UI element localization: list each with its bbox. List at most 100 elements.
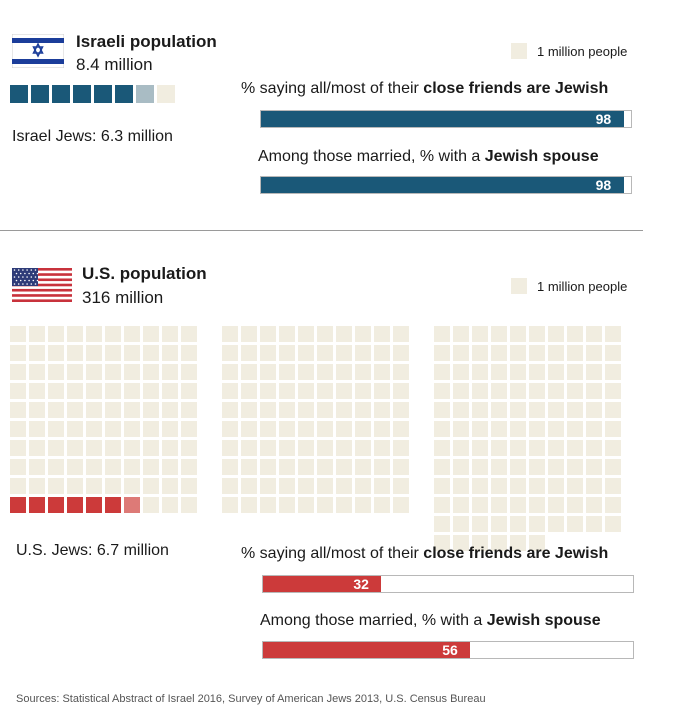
waffle-square [393,478,409,494]
waffle-square [48,421,64,437]
waffle-square [10,421,26,437]
waffle-square [336,364,352,380]
waffle-square [260,459,276,475]
waffle-square [567,326,583,342]
waffle-square [222,421,238,437]
waffle-square [298,478,314,494]
waffle-square [434,516,450,532]
waffle-square [317,478,333,494]
waffle-square [472,478,488,494]
us-title: U.S. population [82,264,207,283]
us-jews-label: U.S. Jews: 6.7 million [16,542,169,559]
waffle-square [374,402,390,418]
waffle-square [298,383,314,399]
waffle-square [86,402,102,418]
waffle-square [548,478,564,494]
waffle-square [105,440,121,456]
israel-q1-label: % saying all/most of their close friends… [241,80,608,98]
waffle-square [48,459,64,475]
waffle-square [472,383,488,399]
waffle-square [374,364,390,380]
waffle-square [162,345,178,361]
waffle-square [336,497,352,513]
israel-waffle [10,85,210,103]
waffle-square [222,326,238,342]
waffle-square [434,440,450,456]
waffle-square [241,478,257,494]
waffle-square [67,440,83,456]
waffle-square [491,535,507,551]
waffle-square [529,497,545,513]
legend-label: 1 million people [537,279,628,294]
waffle-square [586,497,602,513]
waffle-square [279,459,295,475]
waffle-square [548,345,564,361]
waffle-square [317,364,333,380]
waffle-square [434,402,450,418]
waffle-square [548,459,564,475]
waffle-square [453,440,469,456]
waffle-square [434,345,450,361]
us-q1-bold: close friends are Jewish [423,545,609,562]
us-q1-prefix: % saying all/most of their [241,545,424,562]
waffle-square [491,402,507,418]
waffle-square [260,383,276,399]
waffle-square [222,459,238,475]
waffle-square [453,535,469,551]
us-q2-label: Among those married, % with a Jewish spo… [260,612,601,630]
waffle-square [86,421,102,437]
waffle-square [105,326,121,342]
waffle-square [374,497,390,513]
waffle-square [162,459,178,475]
waffle-square [434,478,450,494]
waffle-square [241,440,257,456]
waffle-square [48,440,64,456]
waffle-square [586,364,602,380]
waffle-square [548,516,564,532]
waffle-square [605,326,621,342]
waffle-square [143,478,159,494]
waffle-square [86,326,102,342]
waffle-square [605,364,621,380]
waffle-square [86,497,102,513]
waffle-square [67,478,83,494]
waffle-square [336,459,352,475]
waffle-square [336,345,352,361]
waffle-square [374,326,390,342]
waffle-square [529,516,545,532]
waffle-square [29,345,45,361]
waffle-square [529,326,545,342]
waffle-square [548,421,564,437]
waffle-square [181,402,197,418]
waffle-square [510,421,526,437]
israel-q2-bar: 98 [260,176,632,194]
waffle-square [48,402,64,418]
waffle-square [393,497,409,513]
waffle-square [162,478,178,494]
waffle-square [260,440,276,456]
waffle-square [567,383,583,399]
waffle-square [222,402,238,418]
legend-label: 1 million people [537,44,628,59]
waffle-square [548,383,564,399]
us-flag-icon [12,268,72,302]
waffle-square [29,383,45,399]
waffle-square [298,440,314,456]
waffle-square [355,326,371,342]
waffle-square [393,383,409,399]
waffle-square [510,383,526,399]
waffle-square [105,364,121,380]
waffle-square [472,497,488,513]
waffle-square [181,326,197,342]
waffle-square [336,402,352,418]
waffle-square [279,402,295,418]
waffle-square [241,497,257,513]
waffle-square [336,440,352,456]
waffle-square [605,345,621,361]
waffle-square [317,421,333,437]
waffle-square [472,364,488,380]
waffle-square [86,345,102,361]
waffle-square [453,421,469,437]
waffle-square [567,402,583,418]
waffle-square [181,440,197,456]
